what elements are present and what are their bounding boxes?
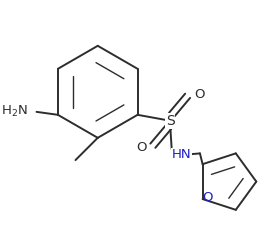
- Text: H$_2$N: H$_2$N: [1, 104, 28, 119]
- Text: HN: HN: [172, 148, 191, 161]
- Text: S: S: [166, 114, 175, 128]
- Text: O: O: [203, 191, 213, 204]
- Text: O: O: [136, 141, 147, 154]
- Text: O: O: [194, 87, 204, 101]
